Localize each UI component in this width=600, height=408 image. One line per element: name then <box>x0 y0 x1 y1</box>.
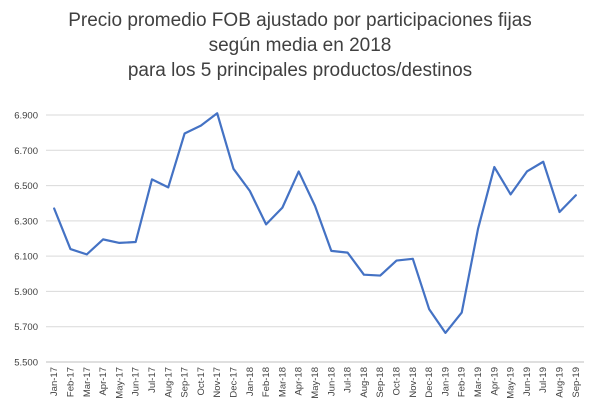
x-tick-label: Feb-18 <box>261 367 272 397</box>
x-tick-label: Jun-17 <box>131 367 142 396</box>
x-tick-label: May-19 <box>506 367 517 399</box>
x-tick-label: Jan-17 <box>49 367 60 396</box>
y-tick-label: 5.700 <box>14 322 38 333</box>
y-tick-label: 6.900 <box>14 111 38 122</box>
y-tick-label: 6.300 <box>14 216 38 227</box>
x-tick-label: Oct-18 <box>392 367 403 396</box>
x-tick-label: Aug-18 <box>359 367 370 398</box>
x-tick-label: Feb-17 <box>65 367 76 397</box>
x-tick-label: Apr-18 <box>294 367 305 396</box>
x-tick-label: Jul-17 <box>147 367 158 393</box>
x-tick-label: Jan-19 <box>440 367 451 396</box>
x-tick-label: Jun-18 <box>326 367 337 396</box>
series-group <box>53 112 577 334</box>
x-tick-label: Sep-18 <box>375 367 386 398</box>
y-tick-label: 6.500 <box>14 181 38 192</box>
x-tick-label: May-17 <box>114 367 125 399</box>
x-tick-label: Nov-18 <box>408 367 419 398</box>
x-tick-label: Apr-19 <box>489 367 500 396</box>
x-tick-label: Sep-19 <box>571 367 582 398</box>
chart-title-line-3: para los 5 principales productos/destino… <box>127 60 473 81</box>
x-axis-tick-labels: Jan-17 Feb-17 Mar-17 Apr-17 May-17 Jun-17 Jul-… <box>49 367 582 399</box>
x-tick-label: Mar-17 <box>82 367 93 397</box>
x-tick-label: Jun-19 <box>522 367 533 396</box>
chart-title-line-1: Precio promedio FOB ajustado por partici… <box>68 10 532 31</box>
y-axis-tick-labels: 5.500 5.700 5.900 6.100 6.300 6.500 6.700 6.900 <box>14 111 38 369</box>
x-tick-label: Aug-17 <box>163 367 174 398</box>
x-tick-label: Feb-19 <box>457 367 468 397</box>
x-tick-label: Jul-18 <box>343 367 354 393</box>
x-tick-label: Mar-19 <box>473 367 484 397</box>
x-tick-label: Jul-19 <box>538 367 549 393</box>
series-line-0 <box>53 112 577 334</box>
chart-title: Precio promedio FOB ajustado por partici… <box>0 8 600 83</box>
y-tick-label: 5.900 <box>14 287 38 298</box>
chart-title-line-2: según media en 2018 <box>208 35 392 56</box>
x-tick-label: Dec-18 <box>424 367 435 398</box>
x-tick-label: Apr-17 <box>98 367 109 396</box>
x-tick-label: Mar-18 <box>277 367 288 397</box>
gridlines <box>46 114 584 363</box>
x-tick-label: Dec-17 <box>228 367 239 398</box>
x-tick-label: Aug-19 <box>555 367 566 398</box>
x-tick-label: Jan-18 <box>245 367 256 396</box>
x-tick-label: Sep-17 <box>180 367 191 398</box>
y-tick-label: 6.100 <box>14 252 38 263</box>
x-tick-label: Oct-17 <box>196 367 207 396</box>
x-tick-label: May-18 <box>310 367 321 399</box>
y-tick-label: 5.500 <box>14 358 38 369</box>
x-tick-label: Nov-17 <box>212 367 223 398</box>
y-tick-label: 6.700 <box>14 146 38 157</box>
